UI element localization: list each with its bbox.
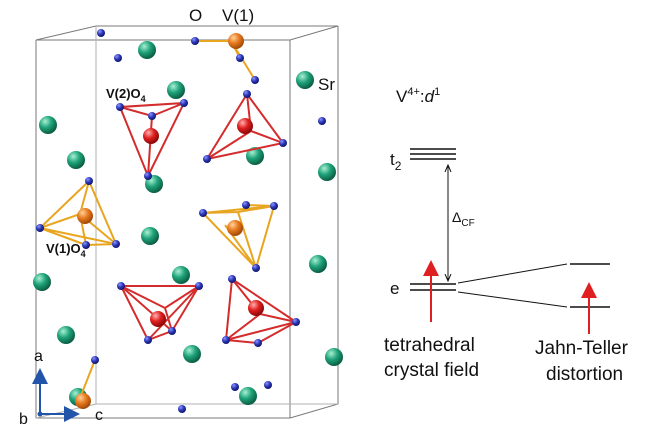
v2o4-label: V(2)O4 <box>106 86 146 104</box>
t2-level-lines <box>410 148 456 160</box>
tetrahedral-label-line1: tetrahedral <box>384 335 475 356</box>
vanadium-atoms <box>75 33 264 409</box>
v1o4-label: V(1)O4 <box>46 241 86 259</box>
strontium-atoms <box>33 41 343 406</box>
v1-label: V(1) <box>222 6 254 25</box>
oxygen-label: O <box>189 6 202 25</box>
splitting-lines <box>457 263 568 308</box>
ion-configuration: V4+:d1 <box>396 86 440 106</box>
v1o4-tetrahedra <box>37 40 276 399</box>
oxygen-atoms <box>36 29 326 413</box>
t2-level-label: t2 <box>390 150 402 173</box>
jahn-teller-label-line1: Jahn-Teller <box>535 338 629 359</box>
strontium-label: Sr <box>318 75 335 94</box>
axis-b-label: b <box>19 411 28 428</box>
e-level-lines <box>410 283 456 291</box>
axis-c-label: c <box>95 407 103 424</box>
jahn-teller-label-line2: distortion <box>546 364 623 385</box>
e-level-label: e <box>390 279 399 298</box>
v2o4-tetrahedra <box>118 92 299 345</box>
crystal-axes: a b c <box>19 348 103 428</box>
energy-level-diagram: V4+:d1 t2 ΔCF e tetrahedral crystal fiel… <box>384 86 629 385</box>
axis-a-label: a <box>34 348 43 365</box>
tetrahedral-label-line2: crystal field <box>384 360 479 381</box>
gap-label: ΔCF <box>452 209 475 229</box>
